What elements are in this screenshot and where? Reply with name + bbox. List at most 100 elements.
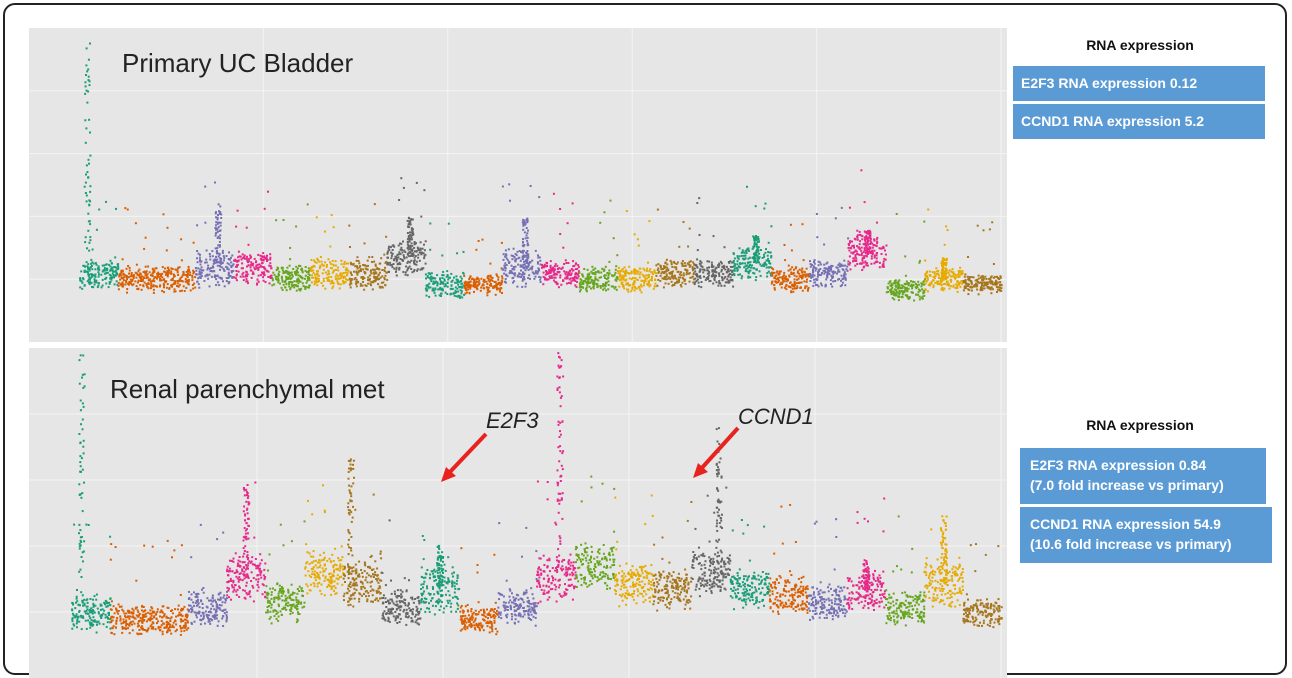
data-point <box>496 273 498 275</box>
data-point <box>79 548 81 550</box>
data-point <box>75 602 77 604</box>
data-point <box>412 231 414 233</box>
data-point <box>628 272 630 274</box>
data-point <box>704 269 706 271</box>
data-point <box>120 284 122 286</box>
data-point <box>178 605 180 607</box>
data-point <box>117 613 119 615</box>
data-point <box>608 270 610 272</box>
data-point <box>863 255 865 257</box>
data-point <box>124 207 126 209</box>
data-point <box>430 286 432 288</box>
data-point <box>205 611 207 613</box>
data-point <box>143 606 145 608</box>
data-point <box>95 599 97 601</box>
data-point <box>908 282 910 284</box>
data-point <box>864 240 866 242</box>
data-point <box>220 597 222 599</box>
data-point <box>80 471 82 473</box>
data-point <box>408 267 410 269</box>
data-point <box>262 583 264 585</box>
data-point <box>80 400 82 402</box>
data-point <box>127 627 129 629</box>
data-point <box>265 281 267 283</box>
data-point <box>467 286 469 288</box>
data-point <box>883 247 885 249</box>
data-point <box>89 283 91 285</box>
data-point <box>759 263 761 265</box>
data-point <box>940 282 942 284</box>
data-point <box>92 603 94 605</box>
data-point <box>237 210 239 212</box>
data-point <box>489 263 491 265</box>
data-point <box>386 257 388 259</box>
data-point <box>533 278 535 280</box>
data-point <box>682 277 684 279</box>
data-point <box>73 625 75 627</box>
data-point <box>501 280 503 282</box>
data-point <box>252 585 254 587</box>
data-point <box>737 255 739 257</box>
data-point <box>669 272 671 274</box>
data-point <box>749 264 751 266</box>
data-point <box>941 284 943 286</box>
data-point <box>117 285 119 287</box>
data-point <box>946 272 948 274</box>
data-point <box>733 253 735 255</box>
data-point <box>207 278 209 280</box>
data-point <box>148 627 150 629</box>
data-point <box>884 250 886 252</box>
chromosome-series-11 <box>463 239 503 297</box>
data-point <box>316 258 318 260</box>
data-point <box>631 278 633 280</box>
data-point <box>417 268 419 270</box>
data-point <box>217 214 219 216</box>
data-point <box>137 282 139 284</box>
data-point <box>173 549 175 551</box>
data-point <box>314 274 316 276</box>
data-point <box>932 286 934 288</box>
data-point <box>352 264 354 266</box>
data-point <box>663 286 665 288</box>
data-point <box>525 237 527 239</box>
data-point <box>587 276 589 278</box>
data-point <box>260 265 262 267</box>
data-point <box>156 286 158 288</box>
data-point <box>307 203 309 205</box>
data-point <box>435 295 437 297</box>
data-point <box>614 288 616 290</box>
data-point <box>386 272 388 274</box>
data-point <box>164 268 166 270</box>
data-point <box>220 225 222 227</box>
data-point <box>544 277 546 279</box>
data-point <box>909 296 911 298</box>
data-point <box>686 273 688 275</box>
data-point <box>760 275 762 277</box>
data-point <box>115 623 117 625</box>
data-point <box>451 288 453 290</box>
data-point <box>236 261 238 263</box>
data-point <box>732 286 734 288</box>
data-point <box>984 276 986 278</box>
data-point <box>583 268 585 270</box>
data-point <box>244 258 246 260</box>
data-point <box>689 261 691 263</box>
data-point <box>138 629 140 631</box>
data-point <box>938 277 940 279</box>
data-point <box>557 283 559 285</box>
data-point <box>281 287 283 289</box>
data-point <box>180 630 182 632</box>
data-point <box>895 286 897 288</box>
data-point <box>271 284 273 286</box>
chromosome-series-2 <box>110 543 150 635</box>
data-point <box>637 273 639 275</box>
data-point <box>897 288 899 290</box>
data-point <box>447 282 449 284</box>
data-point <box>753 273 755 275</box>
data-point <box>183 272 185 274</box>
data-point <box>995 280 997 282</box>
data-point <box>187 281 189 283</box>
data-point <box>130 279 132 281</box>
data-point <box>869 249 871 251</box>
data-point <box>841 275 843 277</box>
